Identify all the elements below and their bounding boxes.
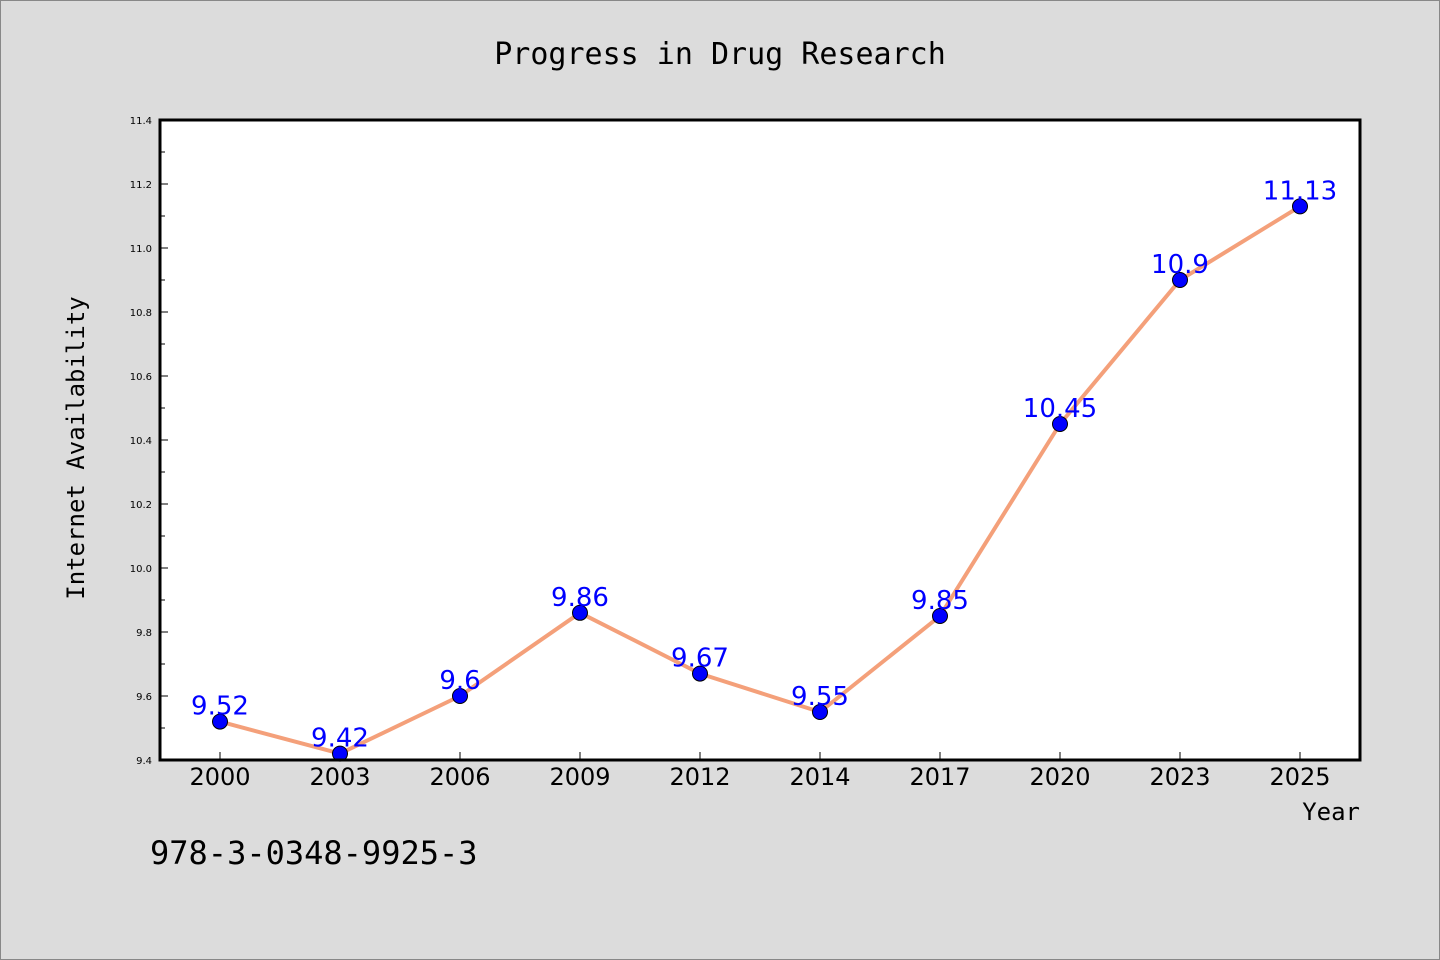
isbn-annotation: 978-3-0348-9925-3 [150,834,478,872]
data-point-marker [452,688,468,704]
y-tick-label: 9.4 [136,756,152,767]
ticks-layer: 9.4 9.6 9.8 10.0 10.2 10.4 10.6 10.8 11.0 11.2 11.… [130,116,1331,791]
y-axis-label: Internet Availability [62,296,90,599]
x-tick-label: 2020 [1029,763,1090,791]
data-point-marker [572,604,588,621]
data-label: 9.6 [439,666,480,696]
y-tick-label: 9.6 [136,692,152,703]
y-tick-label: 11.0 [130,244,152,255]
data-point-marker [1052,416,1068,432]
y-tick-label: 10.8 [130,308,152,319]
x-tick-label: 2009 [549,763,610,791]
y-tick-label: 10.0 [130,564,152,575]
data-label: 10.45 [1023,394,1097,424]
x-tick-label: 2025 [1269,763,1330,791]
data-label: 9.52 [191,692,249,722]
data-label: 9.67 [671,644,729,674]
data-point-marker [692,665,708,682]
x-tick-label: 2006 [429,763,490,791]
y-tick-label: 10.4 [130,436,152,447]
data-point-marker [212,713,228,730]
data-point-marker [1172,272,1188,288]
plot-area [160,120,1360,760]
y-tick-label: 11.2 [130,180,152,191]
plot-frame [158,118,1362,762]
x-tick-label: 2017 [909,763,970,791]
data-label: 9.86 [551,583,609,613]
y-tick-label: 10.2 [130,500,152,511]
series-line [219,204,1302,756]
data-label: 11.13 [1263,176,1337,206]
x-tick-label: 2000 [189,763,250,791]
data-point-marker [1292,198,1308,215]
data-label: 9.42 [311,724,369,754]
x-tick-label: 2012 [669,763,730,791]
data-point-marker [812,704,828,720]
chart-title: Progress in Drug Research [494,37,946,72]
y-tick-label: 9.8 [136,628,152,639]
data-label: 9.85 [911,586,969,616]
data-labels-layer: 9.52 9.42 9.6 9.86 9.67 9.55 9.85 10.45 10.9 11.1… [191,176,1337,753]
y-tick-label: 11.4 [130,116,152,127]
x-tick-label: 2014 [789,763,850,791]
x-axis-label: Year [1302,798,1360,826]
data-point-marker [932,608,948,624]
data-label: 10.9 [1151,250,1209,280]
x-tick-label: 2003 [309,763,370,791]
data-label: 9.55 [791,682,849,712]
y-tick-label: 10.6 [130,372,152,383]
x-tick-label: 2023 [1149,763,1210,791]
series-layer [212,198,1308,762]
